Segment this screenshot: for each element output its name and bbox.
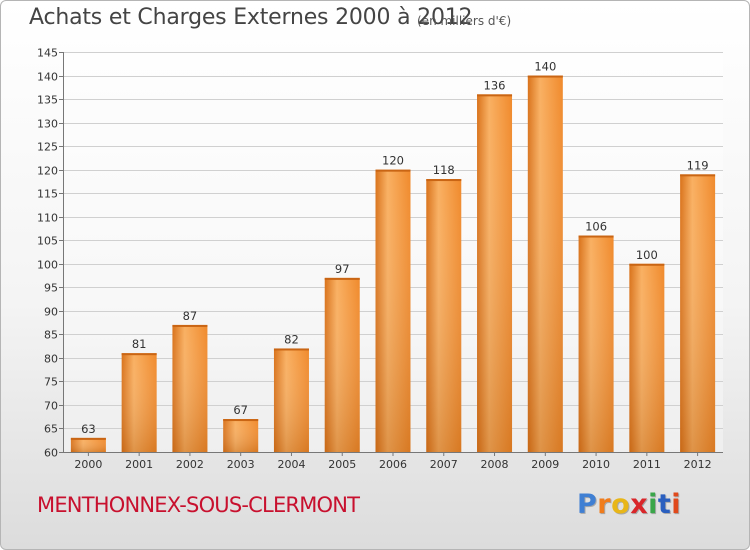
y-tick-label: 120 — [37, 165, 58, 178]
x-tick-label: 2007 — [430, 458, 458, 471]
bar-shade — [426, 179, 462, 452]
y-tick-label: 105 — [37, 235, 58, 248]
x-tick-label: 2012 — [684, 458, 712, 471]
y-tick-label: 110 — [37, 212, 58, 225]
y-tick-label: 135 — [37, 94, 58, 107]
x-tick-label: 2001 — [125, 458, 153, 471]
y-tick-label: 85 — [44, 329, 58, 342]
bar-shade — [172, 324, 208, 452]
x-tick-label: 2003 — [227, 458, 255, 471]
x-tick-label: 2005 — [328, 458, 356, 471]
bar-top-edge — [629, 263, 665, 266]
bar-top-edge — [375, 169, 411, 172]
logo-letter: P — [577, 489, 598, 520]
data-label: 63 — [81, 422, 96, 436]
data-label: 140 — [534, 60, 556, 74]
logo-letter: i — [648, 489, 658, 520]
x-tick-label: 2008 — [481, 458, 509, 471]
y-tick-label: 70 — [44, 400, 58, 413]
logo-letter: x — [630, 489, 649, 520]
data-label: 67 — [233, 403, 248, 417]
x-tick-label: 2002 — [176, 458, 204, 471]
y-tick-label: 145 — [37, 47, 58, 60]
proxiti-logo: Proxiti — [577, 489, 681, 520]
bar-shade — [375, 169, 411, 452]
y-tick-label: 100 — [37, 259, 58, 272]
y-tick-label: 60 — [44, 447, 58, 460]
data-label: 82 — [284, 332, 299, 346]
bar-top-edge — [426, 179, 462, 182]
x-tick-label: 2011 — [633, 458, 661, 471]
x-tick-label: 2000 — [74, 458, 102, 471]
bar-shade — [223, 419, 259, 452]
bar-shade — [324, 277, 360, 452]
y-tick-label: 80 — [44, 353, 58, 366]
chart-subtitle: (en milliers d'€) — [417, 14, 512, 28]
y-tick-label: 65 — [44, 423, 58, 436]
data-label: 119 — [687, 158, 709, 172]
data-label: 118 — [433, 163, 455, 177]
bar-top-edge — [477, 94, 513, 97]
x-tick-label: 2004 — [277, 458, 305, 471]
x-tick-label: 2009 — [531, 458, 559, 471]
logo-letter: i — [671, 489, 682, 520]
bar-shade — [527, 75, 563, 452]
y-tick-label: 75 — [44, 376, 58, 389]
bar-top-edge — [70, 437, 106, 440]
bar-top-edge — [527, 75, 563, 78]
data-label: 87 — [183, 309, 198, 323]
data-label: 106 — [585, 220, 607, 234]
data-label: 81 — [132, 337, 147, 351]
bar-shade — [273, 348, 309, 452]
chart-title: Achats et Charges Externes 2000 à 2012 — [29, 5, 473, 30]
bar-top-edge — [578, 235, 614, 238]
data-label: 100 — [636, 248, 658, 262]
data-label: 120 — [382, 154, 404, 168]
x-tick-label: 2010 — [582, 458, 610, 471]
logo-letter: o — [611, 489, 631, 520]
bar-shade — [70, 437, 106, 452]
logo-letter: t — [657, 489, 672, 520]
bar-shade — [477, 94, 513, 453]
bar-shade — [629, 263, 665, 452]
bar-top-edge — [324, 277, 360, 280]
data-label: 97 — [335, 262, 350, 276]
y-tick-label: 130 — [37, 118, 58, 131]
bar-shade — [680, 174, 716, 452]
x-tick-label: 2006 — [379, 458, 407, 471]
y-tick-label: 95 — [44, 282, 58, 295]
data-label: 136 — [484, 78, 506, 92]
y-tick-label: 140 — [37, 71, 58, 84]
y-tick-label: 125 — [37, 141, 58, 154]
logo-letter: r — [597, 489, 612, 520]
bar-shade — [578, 235, 614, 452]
bar-shade — [121, 353, 157, 452]
bar-top-edge — [223, 419, 259, 422]
y-tick-label: 115 — [37, 188, 58, 201]
bar-top-edge — [172, 324, 208, 327]
y-tick-label: 90 — [44, 306, 58, 319]
commune-name: MENTHONNEX-SOUS-CLERMONT — [37, 493, 360, 517]
bar-top-edge — [680, 174, 716, 177]
bar-top-edge — [121, 353, 157, 356]
bar-top-edge — [273, 348, 309, 351]
